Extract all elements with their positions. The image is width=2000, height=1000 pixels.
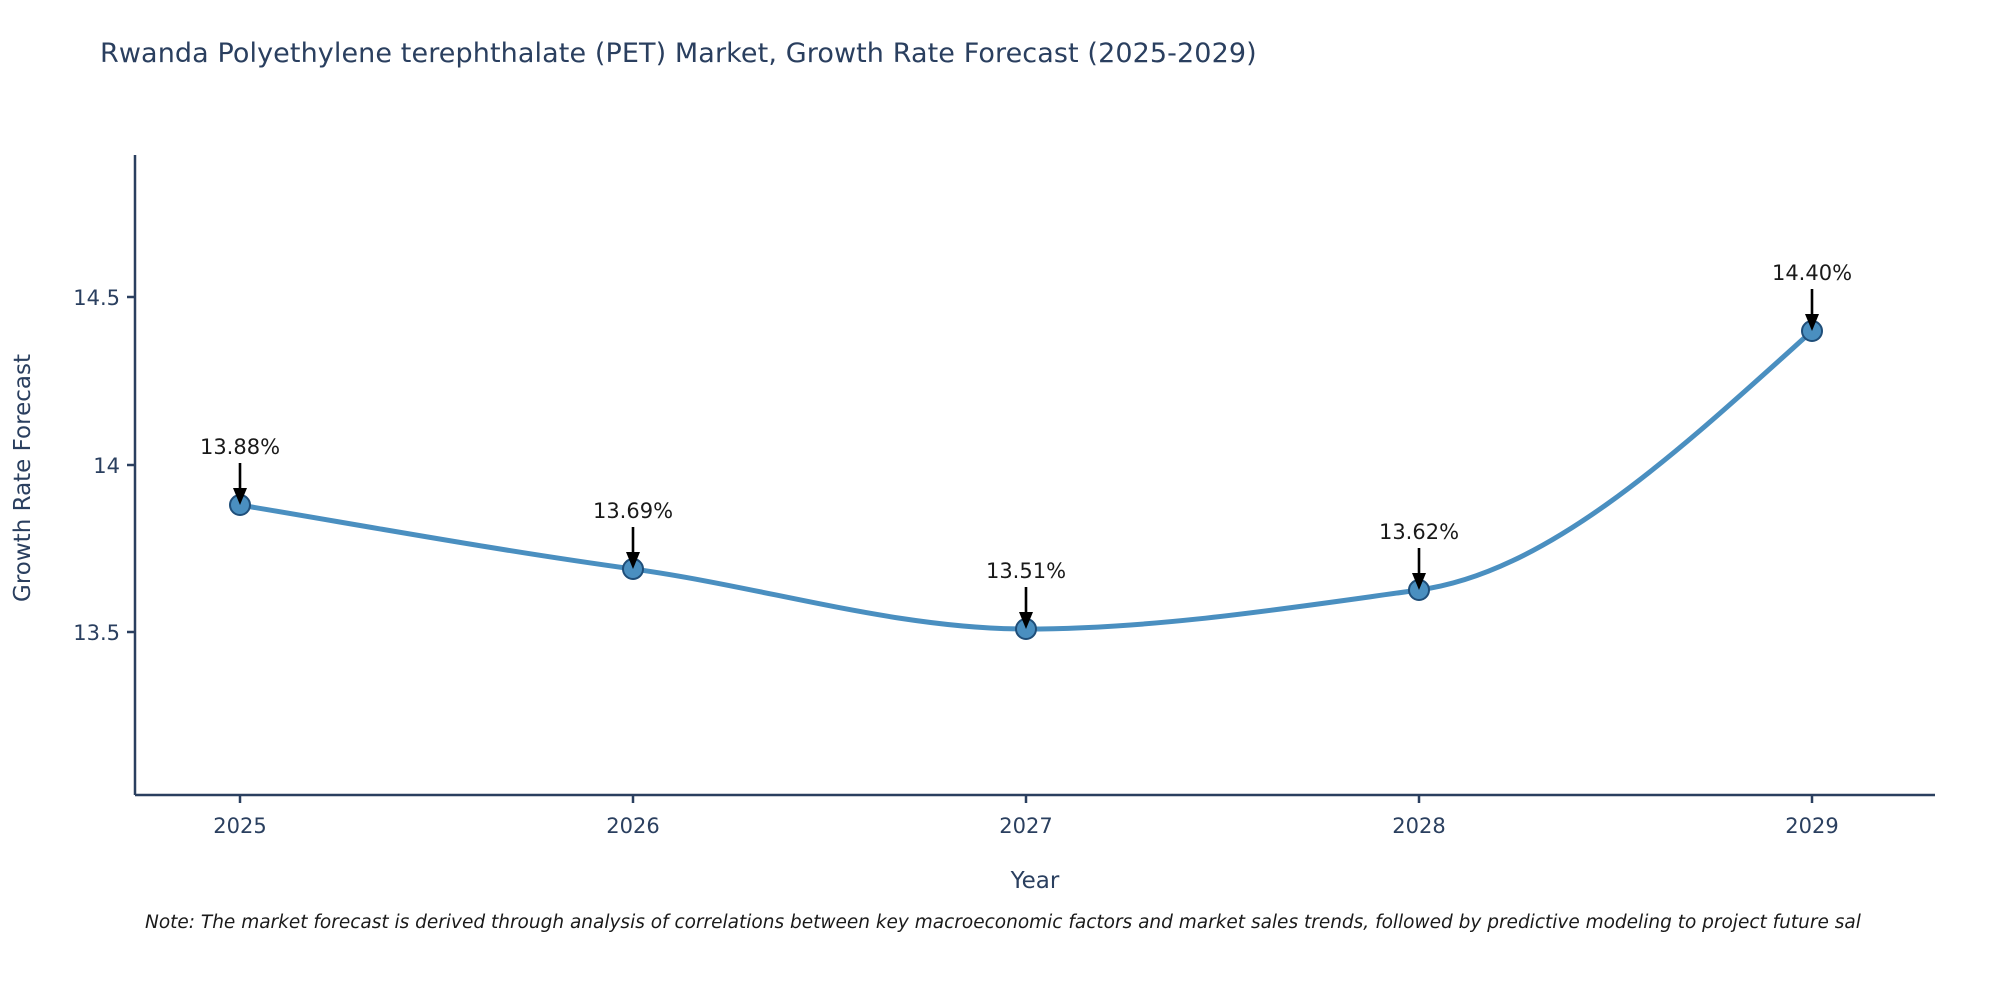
data-line-series (237, 328, 1815, 632)
x-axis-title: Year (1010, 868, 1060, 894)
data-point-label: 13.69% (593, 499, 673, 523)
down-arrow-icon (1412, 548, 1426, 590)
y-tick-label-1: 14 (93, 454, 120, 478)
y-tick-label-2: 14.5 (73, 286, 120, 310)
footer-note: Note: The market forecast is derived thr… (145, 912, 1861, 933)
data-point-label: 13.88% (200, 435, 280, 459)
y-axis-title: Growth Rate Forecast (10, 354, 36, 602)
y-tick-marks (127, 295, 135, 634)
down-arrow-icon (626, 527, 640, 569)
x-tick-label-2025: 2025 (213, 814, 266, 838)
x-tick-label-2028: 2028 (1392, 814, 1445, 838)
down-arrow-icon (1019, 587, 1033, 629)
down-arrow-icon (1805, 289, 1819, 331)
x-tick-label-2027: 2027 (999, 814, 1052, 838)
x-tick-label-2029: 2029 (1785, 814, 1838, 838)
data-point-label: 14.40% (1772, 261, 1852, 285)
down-arrow-icon (233, 463, 247, 505)
page-title: Rwanda Polyethylene terephthalate (PET) … (100, 38, 1257, 69)
x-tick-label-2026: 2026 (606, 814, 659, 838)
data-point-label: 13.62% (1379, 520, 1459, 544)
y-tick-label-0: 13.5 (73, 621, 120, 645)
x-tick-marks (238, 795, 1814, 803)
annotation-arrows (233, 289, 1819, 629)
data-point-label: 13.51% (986, 559, 1066, 583)
